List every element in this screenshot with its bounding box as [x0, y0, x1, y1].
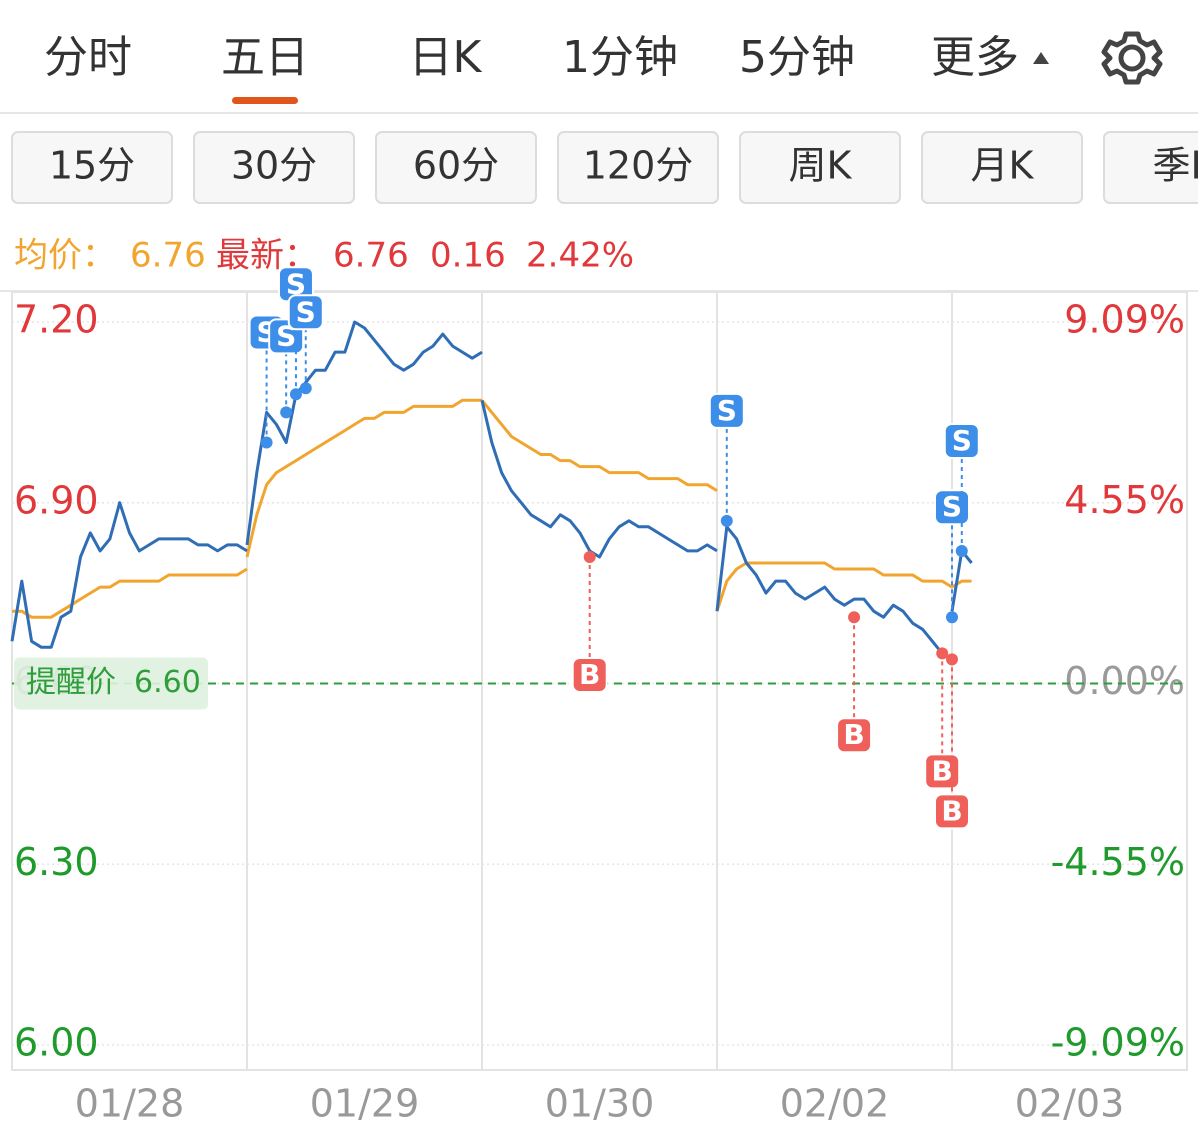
avg-label: 均价： — [14, 236, 116, 276]
avg-line — [245, 398, 482, 558]
marker-label: S — [717, 394, 737, 427]
marker-dot — [720, 514, 733, 527]
avg-line — [480, 399, 718, 492]
subtab-button[interactable] — [921, 131, 1083, 204]
marker-label: B — [932, 754, 953, 787]
y-tick-label: 6.90 — [14, 478, 99, 522]
marker-badge — [836, 717, 873, 754]
x-tick-label: 01/28 — [75, 1082, 185, 1126]
marker-label: B — [843, 718, 864, 751]
x-tick-label: 01/29 — [310, 1082, 420, 1126]
tab[interactable]: 5分钟 — [739, 32, 855, 83]
subtab-button[interactable] — [375, 131, 537, 204]
change-value: 0.16 — [430, 236, 506, 276]
alert-label: 提醒价 — [26, 665, 116, 700]
marker-dot — [299, 382, 312, 395]
marker-dot — [946, 611, 958, 624]
marker-dot — [946, 653, 958, 666]
subtab-label: 周K — [789, 144, 853, 188]
y2-tick-label: -9.09% — [1051, 1021, 1185, 1065]
last-value: 6.76 — [333, 236, 409, 276]
marker-dot — [936, 647, 949, 660]
subtab-label: 60分 — [413, 144, 499, 188]
avg-value: 6.76 — [130, 236, 206, 276]
tab[interactable]: 日K — [409, 32, 483, 83]
more-arrow — [1033, 52, 1049, 64]
settings-icon[interactable] — [1101, 31, 1163, 85]
subtab-label: 15分 — [49, 144, 135, 188]
marker-badge — [924, 753, 961, 790]
y-tick-label: 7.20 — [14, 298, 99, 342]
subtab-label: 季K — [1153, 144, 1198, 188]
chart-frame — [11, 291, 1188, 1071]
price-line — [10, 501, 248, 649]
subtab-button[interactable] — [193, 131, 355, 204]
tab[interactable]: 更多 — [931, 32, 1019, 83]
y-tick-label: 6.00 — [14, 1021, 99, 1065]
marker-label: S — [952, 424, 972, 457]
subtab-group: 15分 30分 60分 120分 周K 月K 季K — [11, 131, 1198, 204]
subtab-row: 15分 30分 60分 120分 周K 月K 季K — [11, 131, 1198, 204]
marker-dot — [955, 544, 968, 557]
subtab-button[interactable] — [1103, 131, 1198, 204]
marker-label: B — [579, 658, 600, 691]
subtab-label: 月K — [971, 144, 1035, 188]
y2-tick-label: 9.09% — [1064, 298, 1185, 342]
tab-underline — [232, 97, 298, 104]
marker-badge — [943, 422, 980, 459]
tab[interactable]: 五日 — [221, 32, 309, 83]
price-line — [245, 320, 483, 546]
x-tick-label: 01/30 — [545, 1082, 655, 1126]
alert-value: 6.60 — [134, 665, 201, 700]
avg-line — [715, 561, 953, 612]
y2-tick-label: 0.00% — [1064, 659, 1185, 703]
x-tick-label: 02/02 — [780, 1082, 890, 1126]
marker-badge — [287, 294, 324, 331]
y-tick-label: 6.30 — [14, 840, 99, 884]
subtab-button[interactable] — [11, 131, 173, 204]
marker-dot — [289, 388, 302, 401]
marker-badge — [708, 392, 745, 429]
y2-tick-label: -4.55% — [1051, 840, 1185, 884]
marker-dot — [848, 611, 861, 624]
marker-dot — [583, 550, 596, 563]
marker-dot — [260, 436, 273, 449]
marker-badge — [934, 793, 970, 830]
price-line — [715, 525, 953, 661]
avg-line — [12, 567, 248, 619]
marker-badge — [934, 489, 970, 526]
gear-hub — [1118, 44, 1146, 72]
tab[interactable]: 1分钟 — [562, 32, 678, 83]
gear-outline — [1101, 31, 1163, 85]
subtab-button[interactable] — [739, 131, 901, 204]
marker-label: S — [942, 490, 962, 523]
marker-label: B — [941, 794, 962, 827]
marker-dot — [280, 406, 293, 419]
subtab-button[interactable] — [557, 131, 719, 204]
marker-label: S — [286, 267, 306, 300]
subtab-label: 120分 — [583, 144, 694, 188]
marker-label: S — [296, 295, 316, 328]
y2-tick-label: 4.55% — [1064, 478, 1185, 522]
change-pct: 2.42% — [526, 236, 634, 276]
x-tick-label: 02/03 — [1015, 1082, 1125, 1126]
tab[interactable]: 分时 — [44, 32, 132, 83]
price-line — [480, 399, 718, 559]
alert-tag — [14, 657, 208, 710]
marker-badge — [571, 656, 608, 693]
subtab-label: 30分 — [231, 144, 317, 188]
